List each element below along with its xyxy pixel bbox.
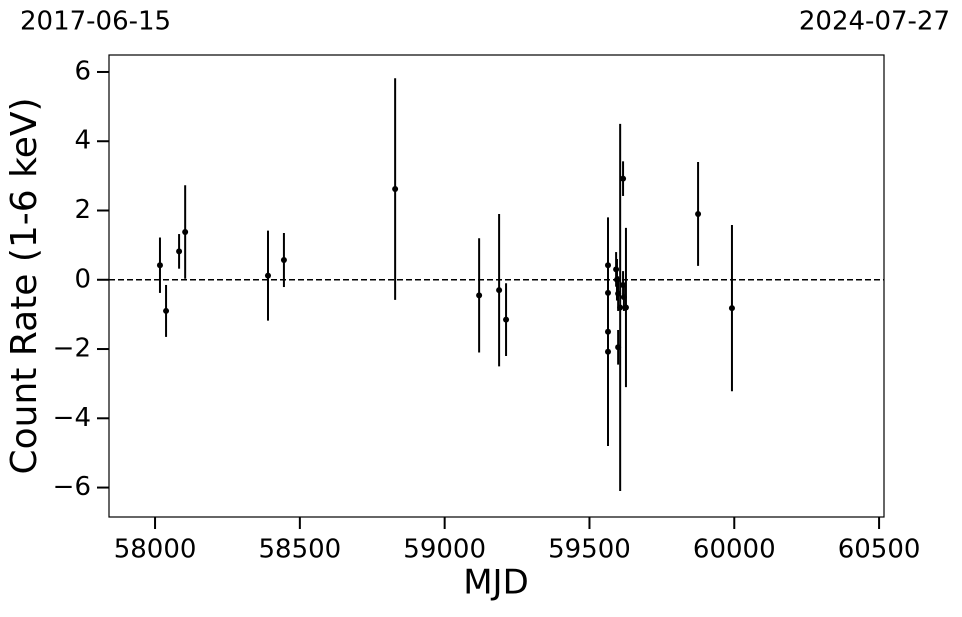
x-tick-label: 59000 <box>403 535 486 565</box>
x-tick-label: 58500 <box>258 535 341 565</box>
x-tick-label: 60000 <box>693 535 776 565</box>
end-date: 2024-07-27 <box>799 7 950 37</box>
y-tick-label: −4 <box>53 403 91 433</box>
data-point <box>182 228 189 235</box>
data-point <box>176 248 183 255</box>
start-date: 2017-06-15 <box>20 7 171 37</box>
data-point <box>392 186 399 193</box>
x-axis-label: MJD <box>463 563 529 603</box>
data-point <box>695 210 702 217</box>
y-tick-label: 0 <box>74 264 91 294</box>
y-tick-label: −6 <box>53 472 91 502</box>
data-point <box>476 292 483 299</box>
x-tick-label: 59500 <box>548 535 631 565</box>
x-tick-label: 58000 <box>114 535 197 565</box>
data-point <box>496 287 503 294</box>
y-tick-label: 2 <box>74 195 91 225</box>
data-point <box>163 307 170 314</box>
y-tick-label: 4 <box>74 126 91 156</box>
data-point <box>280 257 287 264</box>
data-point <box>620 175 627 182</box>
data-point <box>503 316 510 323</box>
data-point <box>617 304 624 311</box>
data-point <box>605 348 612 355</box>
data-point <box>264 272 271 279</box>
y-tick-label: 6 <box>74 56 91 86</box>
data-point <box>728 305 735 312</box>
y-tick-label: −2 <box>53 334 91 364</box>
x-tick-label: 60500 <box>838 535 921 565</box>
data-point <box>622 304 629 311</box>
data-point <box>156 262 163 269</box>
y-axis-label: Count Rate (1-6 keV) <box>4 97 45 474</box>
plot-frame <box>108 54 885 518</box>
